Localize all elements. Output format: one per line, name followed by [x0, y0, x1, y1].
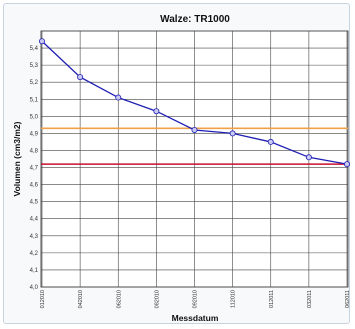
y-tick-label: 4,7 — [30, 166, 39, 172]
y-tick-label: 4,4 — [30, 217, 39, 223]
y-axis-title: Volumen (cm3/m2) — [12, 121, 22, 196]
grid — [41, 31, 348, 288]
data-point[interactable] — [115, 94, 122, 101]
x-tick-label: 062011 — [345, 290, 351, 308]
x-tick-label: 032011 — [307, 290, 313, 308]
data-point[interactable] — [77, 74, 84, 81]
x-axis-ticks: 012010 042010 062010 082010 092010 112010 0120… — [40, 290, 351, 308]
y-tick-label: 4,0 — [30, 285, 39, 291]
y-tick-label: 5,1 — [30, 97, 39, 103]
series-layer — [39, 38, 350, 168]
y-tick-label: 5,4 — [30, 46, 39, 52]
x-tick-label: 062010 — [116, 290, 122, 308]
y-axis-ticks: 4,0 4,1 4,2 4,3 4,4 4,5 4,6 4,7 4,8 4,9 5,0 5,1 5,2 5… — [30, 46, 39, 291]
data-point[interactable] — [229, 130, 236, 137]
x-axis-title: Messdatum — [172, 313, 219, 323]
data-point[interactable] — [267, 138, 274, 145]
x-tick-label: 042010 — [78, 290, 84, 308]
data-point[interactable] — [305, 154, 312, 161]
chart-title: Walze: TR1000 — [160, 14, 230, 25]
y-tick-label: 4,2 — [30, 251, 39, 257]
y-tick-label: 4,6 — [30, 183, 39, 189]
y-tick-label: 5,0 — [30, 114, 39, 120]
y-tick-label: 4,5 — [30, 200, 39, 206]
data-point[interactable] — [39, 38, 46, 45]
x-tick-label: 012010 — [40, 290, 46, 308]
x-tick-label: 082010 — [154, 290, 160, 308]
y-tick-label: 4,9 — [30, 131, 39, 137]
data-point[interactable] — [191, 126, 198, 133]
y-tick-label: 4,3 — [30, 234, 39, 240]
data-point[interactable] — [153, 108, 160, 115]
data-point[interactable] — [343, 161, 350, 168]
x-tick-label: 112010 — [231, 290, 237, 308]
y-tick-label: 4,1 — [30, 268, 39, 274]
y-tick-label: 5,3 — [30, 63, 39, 69]
x-tick-label: 092010 — [193, 290, 199, 308]
y-tick-label: 4,8 — [30, 148, 39, 154]
y-tick-label: 5,2 — [30, 80, 39, 86]
x-tick-label: 012011 — [269, 290, 275, 308]
